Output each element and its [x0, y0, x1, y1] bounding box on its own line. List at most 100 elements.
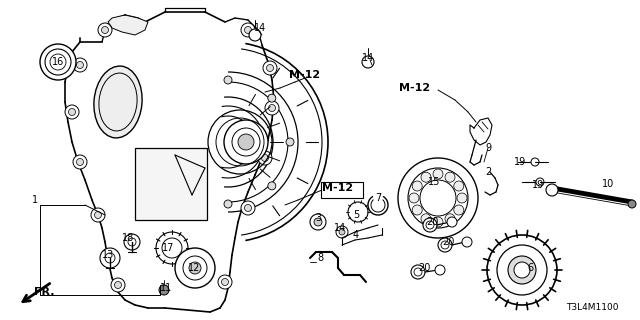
Circle shape: [412, 181, 422, 191]
Circle shape: [124, 234, 140, 250]
Circle shape: [244, 27, 252, 34]
Text: 4: 4: [353, 230, 359, 240]
Text: 14: 14: [254, 23, 266, 33]
Circle shape: [269, 105, 275, 111]
Text: 19: 19: [514, 157, 526, 167]
Circle shape: [241, 23, 255, 37]
Circle shape: [73, 155, 87, 169]
Circle shape: [263, 61, 277, 75]
Circle shape: [183, 256, 207, 280]
Circle shape: [462, 237, 472, 247]
Circle shape: [91, 208, 105, 222]
Text: 12: 12: [188, 263, 200, 273]
Circle shape: [73, 58, 87, 72]
Circle shape: [224, 200, 232, 208]
Circle shape: [362, 56, 374, 68]
Circle shape: [159, 285, 169, 295]
Circle shape: [224, 120, 268, 164]
Circle shape: [531, 158, 539, 166]
Circle shape: [398, 158, 478, 238]
Text: T3L4M1100: T3L4M1100: [566, 303, 618, 313]
Circle shape: [115, 282, 122, 289]
Circle shape: [454, 205, 464, 215]
Circle shape: [421, 172, 431, 182]
Text: 14: 14: [334, 223, 346, 233]
FancyBboxPatch shape: [321, 182, 363, 198]
Text: 14: 14: [362, 53, 374, 63]
Circle shape: [454, 181, 464, 191]
Circle shape: [508, 256, 536, 284]
Circle shape: [262, 155, 269, 162]
Text: 5: 5: [353, 210, 359, 220]
Circle shape: [412, 205, 422, 215]
Text: M-12: M-12: [323, 183, 353, 193]
Text: 20: 20: [442, 237, 454, 247]
Circle shape: [249, 29, 261, 41]
Circle shape: [447, 217, 457, 227]
Text: 11: 11: [160, 283, 172, 293]
Text: 1: 1: [32, 195, 38, 205]
Circle shape: [244, 204, 252, 212]
Circle shape: [175, 248, 215, 288]
Circle shape: [238, 134, 254, 150]
Text: 13: 13: [102, 250, 114, 260]
Polygon shape: [470, 118, 492, 145]
Text: M-12: M-12: [399, 83, 431, 93]
Text: 2: 2: [485, 167, 491, 177]
Circle shape: [411, 265, 425, 279]
Circle shape: [77, 61, 83, 68]
Text: 8: 8: [317, 253, 323, 263]
Circle shape: [224, 76, 232, 84]
Circle shape: [268, 182, 276, 190]
Circle shape: [102, 27, 109, 34]
Circle shape: [457, 193, 467, 203]
Circle shape: [536, 178, 544, 186]
Circle shape: [218, 275, 232, 289]
Text: 3: 3: [315, 213, 321, 223]
Circle shape: [189, 262, 201, 274]
Text: 19: 19: [532, 180, 544, 190]
Text: 10: 10: [602, 179, 614, 189]
Circle shape: [409, 193, 419, 203]
Circle shape: [487, 235, 557, 305]
Text: 15: 15: [428, 177, 440, 187]
Circle shape: [339, 229, 345, 235]
Circle shape: [421, 214, 431, 224]
Circle shape: [445, 172, 455, 182]
Text: 6: 6: [527, 263, 533, 273]
Circle shape: [435, 265, 445, 275]
Circle shape: [221, 278, 228, 285]
Bar: [135, 148, 207, 220]
Circle shape: [310, 214, 326, 230]
Circle shape: [258, 151, 272, 165]
Circle shape: [65, 105, 79, 119]
Text: M-12: M-12: [289, 70, 321, 80]
Text: 7: 7: [375, 193, 381, 203]
Circle shape: [98, 23, 112, 37]
Circle shape: [438, 238, 452, 252]
Text: 18: 18: [122, 233, 134, 243]
Text: 16: 16: [52, 57, 64, 67]
Circle shape: [546, 184, 558, 196]
Text: 20: 20: [426, 217, 438, 227]
Ellipse shape: [94, 66, 142, 138]
Circle shape: [111, 278, 125, 292]
Circle shape: [266, 65, 273, 71]
Circle shape: [628, 200, 636, 208]
Circle shape: [445, 214, 455, 224]
Circle shape: [40, 44, 76, 80]
Text: 20: 20: [418, 263, 430, 273]
Circle shape: [156, 232, 188, 264]
Circle shape: [68, 108, 76, 116]
Circle shape: [314, 218, 322, 226]
Circle shape: [433, 217, 443, 227]
Circle shape: [433, 169, 443, 179]
Circle shape: [241, 201, 255, 215]
Text: 9: 9: [485, 143, 491, 153]
Text: 17: 17: [162, 243, 174, 253]
Circle shape: [423, 218, 437, 232]
Circle shape: [336, 226, 348, 238]
Circle shape: [286, 138, 294, 146]
Circle shape: [514, 262, 530, 278]
Circle shape: [268, 94, 276, 102]
